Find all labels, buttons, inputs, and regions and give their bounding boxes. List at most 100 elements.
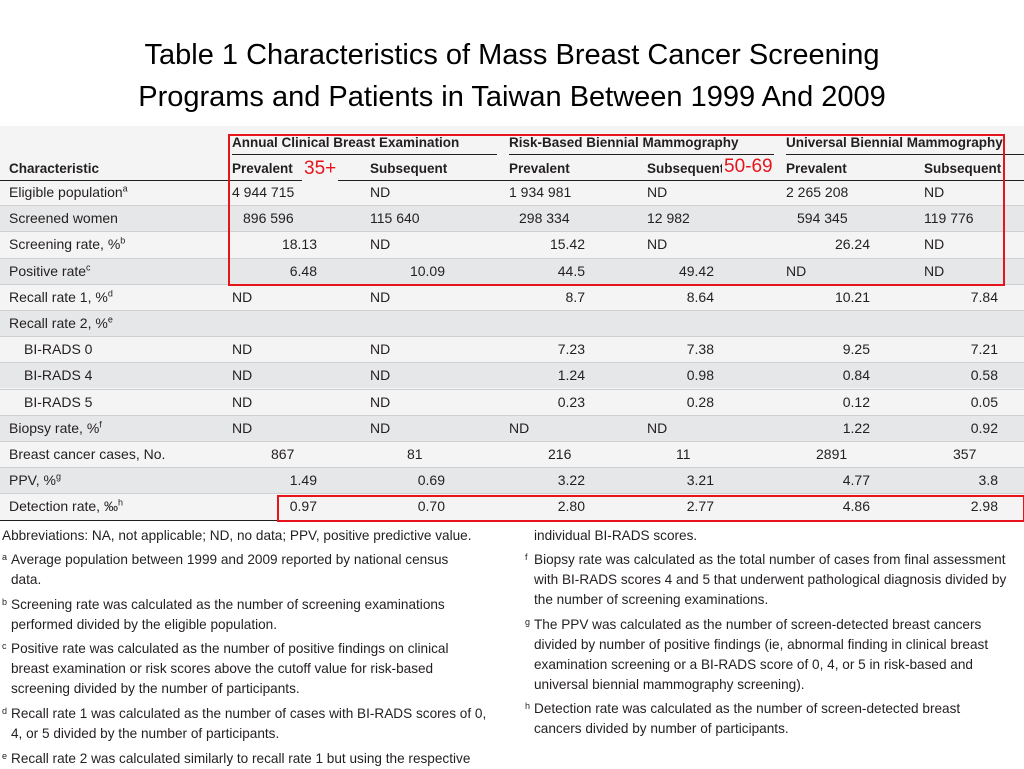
age-label-35: 35+ [302, 157, 339, 181]
table-cell: ND [370, 367, 391, 384]
table-cell: 7.23 [557, 341, 585, 358]
footnote-line: the number of screening examinations. [534, 592, 769, 607]
table-cell: 0.12 [842, 393, 870, 410]
row-label-text: BI-RADS 0 [24, 341, 93, 358]
row-stripe [0, 205, 1024, 232]
row-label: Breast cancer cases, No. [9, 441, 165, 467]
row-label-text: Positive rate [9, 262, 87, 279]
table-cell: 44.5 [557, 262, 585, 279]
group-header: Annual Clinical Breast Examination [232, 135, 460, 150]
row-label: Biopsy rate, %f [9, 415, 102, 441]
footnote-marker: g [525, 617, 531, 627]
table-cell: 0.97 [289, 498, 317, 515]
footnote-line: individual BI-RADS scores. [534, 528, 698, 543]
row-label-text: BI-RADS 4 [24, 367, 93, 384]
footnote-line: Recall rate 2 was calculated similarly t… [11, 751, 471, 766]
table-cell: ND [232, 393, 253, 410]
row-label: Screened women [9, 205, 118, 231]
footnote-marker: b [120, 235, 126, 246]
table-cell: ND [647, 419, 668, 436]
table-cell: ND [786, 262, 807, 279]
row-label: Positive ratec [9, 258, 91, 284]
slide-title: Table 1 Characteristics of Mass Breast C… [0, 34, 1024, 118]
subsequent-header: Subsequent [924, 161, 1002, 176]
table-cell: ND [232, 419, 253, 436]
table-cell: 2.80 [557, 498, 585, 515]
footnote-line: Screening rate was calculated as the num… [11, 597, 445, 612]
footnote-line: Abbreviations: NA, not applicable; ND, n… [2, 528, 472, 543]
table-cell: 6.48 [289, 262, 317, 279]
row-label-text: Screened women [9, 210, 118, 227]
table-cell: 10.09 [409, 262, 445, 279]
table-cell: ND [509, 419, 530, 436]
row-label: BI-RADS 0 [24, 336, 92, 362]
table-cell: ND [232, 288, 253, 305]
table-cell: 594 345 [797, 210, 848, 227]
table-cell: 0.58 [970, 367, 998, 384]
group-underline [509, 154, 774, 155]
table-cell: 2.77 [686, 498, 714, 515]
table-cell: 119 776 [924, 210, 974, 227]
table-cell: 4 944 715 [232, 184, 295, 200]
footnote-line: divided by number of positive findings (… [534, 637, 989, 652]
row-label-text: Recall rate 1, % [9, 288, 108, 305]
row-label-text: Breast cancer cases, No. [9, 446, 166, 462]
table-cell: 0.92 [970, 419, 998, 436]
footnote-marker: e [2, 751, 8, 761]
row-label-text: PPV, % [9, 472, 56, 489]
table-cell: 2891 [816, 446, 848, 462]
footnote-h: h Detection rate was calculated as the nu… [525, 699, 1024, 739]
footnote-b: b Screening rate was calculated as the nu… [2, 595, 521, 635]
table-cell: 1.24 [557, 367, 585, 384]
table-cell: 896 596 [243, 210, 294, 227]
row-label-text: Screening rate, % [9, 236, 121, 253]
table-cell: 8.64 [686, 288, 714, 305]
footnote-line: The PPV was calculated as the number of … [534, 617, 982, 632]
footnote-e: e Recall rate 2 was calculated similarly … [2, 749, 521, 769]
group-underline [232, 154, 497, 155]
table-cell: 7.84 [970, 288, 998, 305]
table-cell: ND [647, 184, 668, 200]
row-stripe [0, 414, 1024, 441]
row-divider [0, 388, 1024, 390]
footnote-marker: a [122, 183, 128, 194]
footnote-marker: f [525, 552, 528, 562]
table-cell: 12 982 [647, 210, 690, 227]
table-cell: ND [232, 367, 253, 384]
table-cell: ND [370, 184, 391, 200]
table-cell: 0.84 [842, 367, 870, 384]
table-cell: 115 640 [370, 210, 420, 227]
footnote-marker: f [99, 419, 102, 430]
row-divider [0, 467, 1024, 469]
prevalent-header: Prevalent [786, 161, 847, 176]
row-stripe [0, 310, 1024, 336]
row-label-text: Biopsy rate, % [9, 419, 100, 436]
prevalent-header: Prevalent [509, 161, 570, 176]
table-cell: 26.24 [834, 236, 870, 253]
footnote-marker: h [117, 497, 123, 508]
table-cell: 4.77 [842, 472, 870, 489]
row-divider [0, 205, 1024, 207]
table-cell: 4.86 [842, 498, 870, 515]
table-cell: ND [232, 341, 253, 358]
age-label-50-69: 50-69 [722, 155, 775, 179]
header-rule [0, 180, 1024, 181]
footnote-line: with BI-RADS scores 4 and 5 that underwe… [534, 572, 1007, 587]
row-stripe [0, 362, 1024, 389]
row-label: BI-RADS 5 [24, 389, 92, 415]
subsequent-header: Subsequent [370, 161, 448, 176]
table-cell: 9.25 [842, 341, 870, 358]
footnote-g: g The PPV was calculated as the number of… [525, 615, 1024, 695]
table-cell: 18.13 [281, 236, 317, 253]
table-cell: 357 [953, 446, 977, 462]
title-line-2: Programs and Patients in Taiwan Between … [138, 81, 886, 113]
footnote-marker: b [2, 597, 8, 607]
footnote-marker: e [107, 314, 113, 325]
table-cell: 2 265 208 [786, 184, 849, 200]
table-cell: 0.98 [686, 367, 714, 384]
footnote-line: 4, or 5 divided by the number of partici… [11, 726, 280, 741]
row-divider [0, 441, 1024, 442]
group-underline [786, 154, 1024, 155]
table-cell: 216 [548, 446, 572, 462]
footnote-marker: g [55, 471, 61, 482]
